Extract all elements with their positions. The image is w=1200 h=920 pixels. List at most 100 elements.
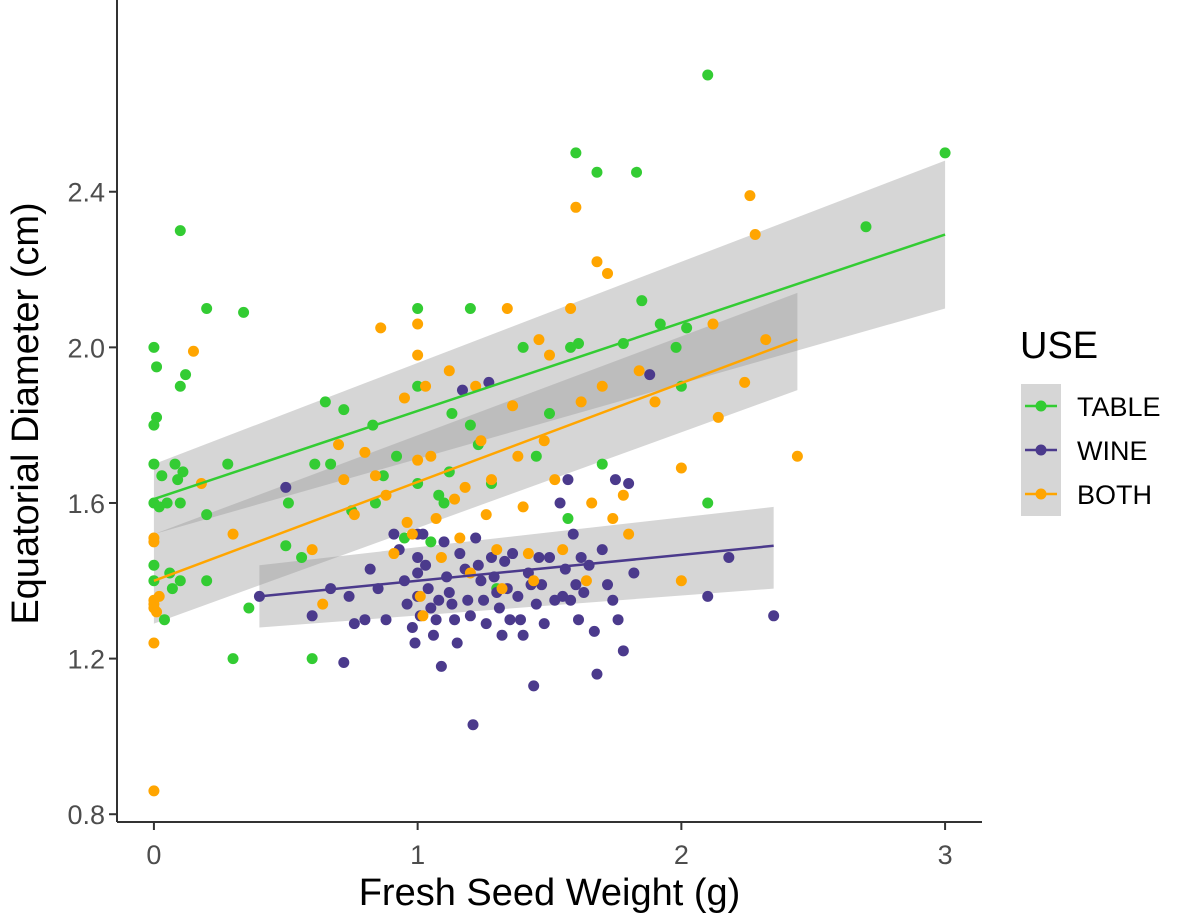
data-point-wine <box>530 598 542 610</box>
data-point-table <box>174 380 186 392</box>
data-point-table <box>433 489 445 501</box>
data-point-wine <box>380 614 392 626</box>
data-point-table <box>391 450 403 462</box>
data-point-both <box>414 590 426 602</box>
data-point-wine <box>412 567 424 579</box>
data-point-both <box>596 380 608 392</box>
data-point-both <box>607 513 619 525</box>
data-point-wine <box>578 586 590 598</box>
data-point-wine <box>499 555 511 567</box>
data-point-table <box>148 341 160 353</box>
data-point-wine <box>401 598 413 610</box>
data-point-table <box>174 575 186 587</box>
data-point-wine <box>420 559 432 571</box>
data-point-both <box>633 365 645 377</box>
legend-item-wine: WINE <box>1021 428 1148 472</box>
data-point-both <box>675 575 687 587</box>
data-point-both <box>533 334 545 346</box>
data-point-both <box>417 610 429 622</box>
data-point-both <box>649 396 661 408</box>
data-point-table <box>654 318 666 330</box>
data-point-table <box>148 458 160 470</box>
data-point-both <box>617 489 629 501</box>
data-point-wine <box>446 598 458 610</box>
data-point-wine <box>609 474 621 486</box>
data-point-wine <box>565 594 577 606</box>
data-point-wine <box>570 579 582 591</box>
data-point-both <box>749 229 761 241</box>
data-point-table <box>631 166 643 178</box>
axis-ticks: 0 1 2 3 0.8 1.2 1.6 2.0 2.4 <box>67 178 952 870</box>
data-point-both <box>338 474 350 486</box>
data-point-both <box>602 267 614 279</box>
y-tick-label: 2.0 <box>67 333 105 363</box>
data-point-wine <box>514 614 526 626</box>
data-point-both <box>791 450 803 462</box>
data-point-both <box>501 302 513 314</box>
data-point-table <box>201 575 213 587</box>
data-point-wine <box>435 660 447 672</box>
legend-item-both: BOTH <box>1021 472 1152 516</box>
data-point-both <box>470 380 482 392</box>
data-point-both <box>575 396 587 408</box>
data-point-wine <box>573 614 585 626</box>
data-point-wine <box>588 625 600 637</box>
legend-item-table: TABLE <box>1021 384 1161 428</box>
data-point-table <box>238 306 250 318</box>
data-point-both <box>491 544 503 556</box>
data-point-table <box>227 653 239 665</box>
data-point-table <box>201 509 213 521</box>
data-point-wine <box>496 629 508 641</box>
data-point-table <box>296 551 308 563</box>
data-point-wine <box>591 668 603 680</box>
data-point-both <box>425 450 437 462</box>
legend-title: USE <box>1020 325 1098 367</box>
data-point-table <box>670 341 682 353</box>
data-point-table <box>282 497 294 509</box>
data-point-both <box>443 365 455 377</box>
data-point-both <box>507 400 519 412</box>
legend-key-point <box>1035 400 1047 412</box>
confidence-bands <box>153 160 946 628</box>
data-point-both <box>406 528 418 540</box>
data-point-table <box>166 583 178 595</box>
data-point-both <box>187 345 199 357</box>
data-points <box>148 69 951 797</box>
data-point-table <box>636 295 648 307</box>
data-point-wine <box>485 551 497 563</box>
trend-lines <box>153 233 946 598</box>
x-tick-label: 2 <box>674 840 689 870</box>
y-tick-label: 1.6 <box>67 489 105 519</box>
data-point-both <box>707 318 719 330</box>
data-point-both <box>153 590 165 602</box>
data-point-wine <box>280 481 292 493</box>
data-point-table <box>243 602 255 614</box>
data-point-wine <box>438 536 450 548</box>
data-point-wine <box>470 532 482 544</box>
data-point-both <box>544 349 555 361</box>
data-point-both <box>744 190 756 202</box>
data-point-wine <box>493 602 505 614</box>
data-point-wine <box>617 645 629 657</box>
data-point-table <box>177 466 189 478</box>
data-point-both <box>454 532 466 544</box>
data-point-table <box>151 361 163 373</box>
data-point-table <box>158 614 170 626</box>
data-point-wine <box>388 528 400 540</box>
data-point-wine <box>628 567 640 579</box>
data-point-table <box>446 408 458 419</box>
data-point-wine <box>338 656 350 668</box>
data-point-wine <box>454 548 466 560</box>
y-tick-label: 2.4 <box>67 178 105 208</box>
data-point-both <box>591 256 603 268</box>
data-point-wine <box>364 563 376 575</box>
data-point-table <box>369 497 381 509</box>
data-point-both <box>148 536 160 548</box>
data-point-wine <box>427 629 439 641</box>
data-point-wine <box>507 548 519 560</box>
legend-label: TABLE <box>1077 392 1161 422</box>
y-tick-label: 1.2 <box>67 645 105 675</box>
data-point-table <box>530 450 542 462</box>
data-point-wine <box>451 637 463 649</box>
